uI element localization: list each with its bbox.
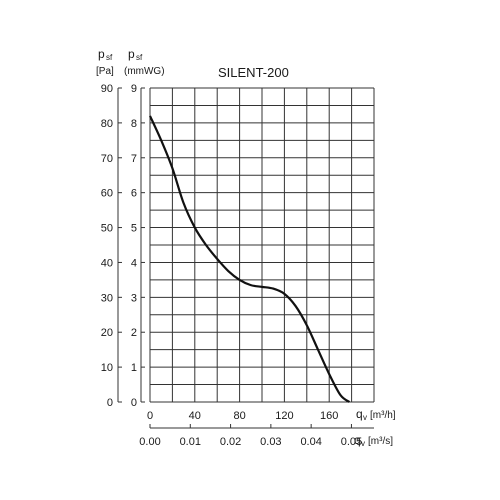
y-tick-label-pa: 90 bbox=[101, 83, 113, 95]
y-tick-label-mmwg: 6 bbox=[131, 188, 137, 200]
y-tick-label-pa: 80 bbox=[101, 118, 113, 130]
y-axis-subscript-1: sf bbox=[136, 53, 143, 62]
x-axis-subscript-0: v bbox=[363, 413, 367, 422]
y-tick-label-mmwg: 5 bbox=[131, 223, 137, 235]
x-tick-label-m3h: 80 bbox=[233, 410, 245, 422]
x-tick-label-m3h: 0 bbox=[147, 410, 153, 422]
grid bbox=[149, 87, 375, 403]
x-tick-label-m3h: 120 bbox=[275, 410, 293, 422]
y-tick-label-pa: 0 bbox=[107, 397, 113, 409]
chart-title: SILENT-200 bbox=[218, 65, 289, 80]
x-axis-subscript-1: v bbox=[361, 439, 365, 448]
x-tick-label-m3s: 0.04 bbox=[300, 436, 321, 448]
y-tick-label-pa: 10 bbox=[101, 362, 113, 374]
y-tick-label-pa: 30 bbox=[101, 292, 113, 304]
x-axis-unit-0: [m³/h] bbox=[370, 410, 396, 421]
x-axis-symbol-0: q bbox=[356, 407, 363, 421]
x-tick-label-m3s: 0.03 bbox=[260, 436, 281, 448]
x-axis-unit-1: [m³/s] bbox=[368, 436, 393, 447]
x-tick-label-m3s: 0.00 bbox=[139, 436, 160, 448]
y-axis-symbol-1: p bbox=[128, 47, 135, 61]
y-axis-symbol-0: p bbox=[98, 47, 105, 61]
y-tick-label-pa: 20 bbox=[101, 327, 113, 339]
y-axis-unit-0: [Pa] bbox=[96, 66, 114, 77]
y-axis-subscript-0: sf bbox=[106, 53, 113, 62]
y-tick-label-mmwg: 7 bbox=[131, 153, 137, 165]
x-tick-label-m3s: 0.01 bbox=[180, 436, 201, 448]
y-tick-label-mmwg: 2 bbox=[131, 327, 137, 339]
y-axis-unit-1: (mmWG) bbox=[124, 66, 165, 77]
y-tick-label-mmwg: 0 bbox=[131, 397, 137, 409]
y-tick-label-mmwg: 3 bbox=[131, 292, 137, 304]
x-tick-label-m3h: 40 bbox=[189, 410, 201, 422]
y-tick-label-mmwg: 1 bbox=[131, 362, 137, 374]
x-tick-label-m3h: 160 bbox=[320, 410, 338, 422]
y-tick-label-mmwg: 9 bbox=[131, 83, 137, 95]
y-tick-label-pa: 60 bbox=[101, 188, 113, 200]
y-tick-label-mmwg: 4 bbox=[131, 257, 137, 269]
y-tick-label-mmwg: 8 bbox=[131, 118, 137, 130]
x-tick-label-m3s: 0.05 bbox=[341, 436, 362, 448]
y-tick-label-pa: 70 bbox=[101, 153, 113, 165]
y-tick-label-pa: 50 bbox=[101, 223, 113, 235]
y-tick-label-pa: 40 bbox=[101, 257, 113, 269]
x-tick-label-m3s: 0.02 bbox=[220, 436, 241, 448]
series-line-0 bbox=[149, 115, 351, 403]
x-axis-symbol-1: q bbox=[354, 433, 361, 447]
